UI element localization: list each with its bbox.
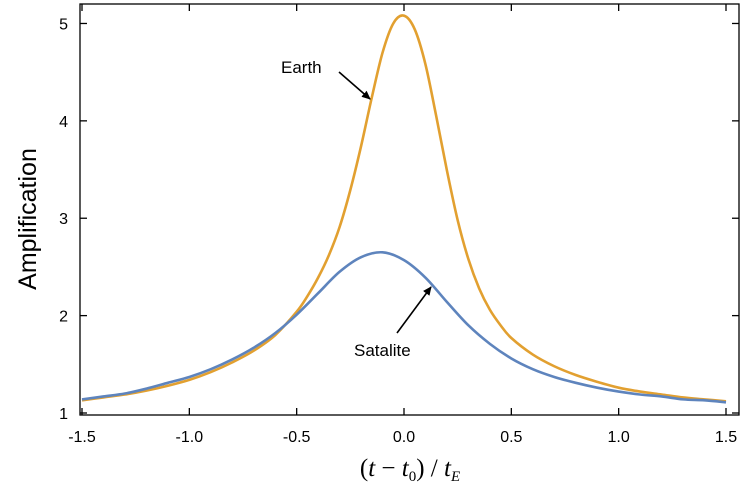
y-tick-label-1: 2 [59,309,68,326]
series-layer [81,14,727,404]
x-tick-label-1: -1.0 [176,429,204,446]
y-tick-label-3: 4 [59,114,68,131]
earth-annotation-label: Earth [281,58,322,77]
x-tick-label-2: -0.5 [283,429,311,446]
x-tick-label-5: 1.0 [608,429,630,446]
x-tick-label-3: 0.0 [393,429,415,446]
series-line-satalite [81,250,727,404]
y-tick-label-2: 3 [59,211,68,228]
y-axis-label: Amplification [14,148,42,290]
ticks-layer: -1.5 -1.0 -0.5 0.0 0.5 1.0 1.5 1 2 3 4 5 [59,4,739,446]
annotation-layer: Earth Satalite [281,58,432,360]
x-tick-label-0: -1.5 [68,429,96,446]
plot-frame [79,3,740,416]
satalite-annotation-arrow [396,286,432,334]
earth-annotation-arrow [338,71,371,100]
x-tick-label-4: 0.5 [500,429,522,446]
satalite-annotation-label: Satalite [354,341,411,360]
y-tick-label-4: 5 [59,16,68,33]
x-axis-label: (t − t0) / tE [360,455,460,485]
y-tick-label-0: 1 [59,406,68,423]
x-tick-label-6: 1.5 [715,429,737,446]
series-line-earth [81,14,727,403]
